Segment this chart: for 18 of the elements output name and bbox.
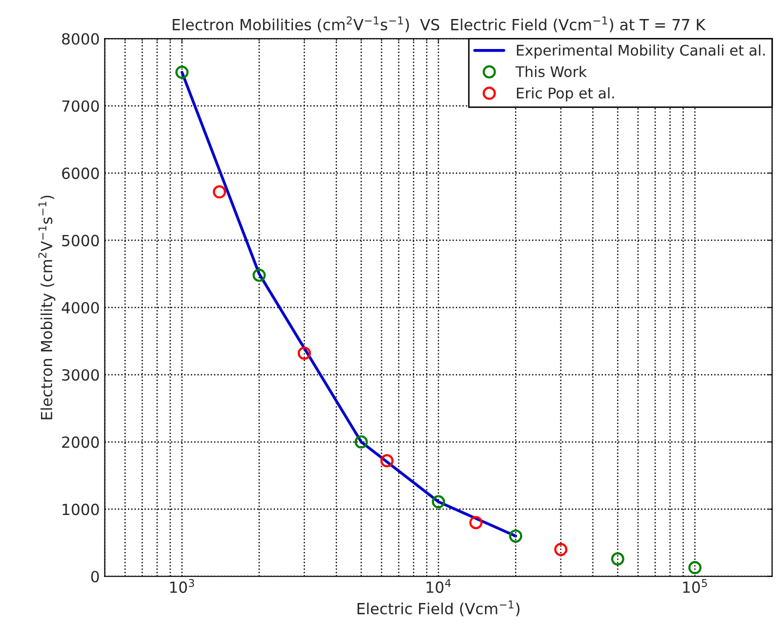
y-tick-label: 4000 <box>62 302 99 314</box>
y-tick-label: 0 <box>91 570 99 582</box>
y-tick-label: 6000 <box>62 168 99 180</box>
y-tick-label: 1000 <box>62 504 99 516</box>
y-tick-label: 7000 <box>62 100 99 112</box>
y-tick-label: 3000 <box>62 369 99 381</box>
y-axis-title: Electron Mobility (cm$^{2}$V$^{−1}$s$^{−1}$) <box>38 196 56 420</box>
legend-label: This Work <box>515 66 587 78</box>
y-tick-label: 5000 <box>62 234 99 246</box>
legend-label: Eric Pop et al. <box>516 87 614 102</box>
chart-title: Electron Mobilities (cm$^{2}$V$^{−1}$s$^{−1}$) VS Electric Field (Vcm$^{−1}$) at T = 77 K <box>172 16 706 32</box>
x-tick-label: 10$^{3}$ <box>170 578 194 593</box>
legend-label: Experimental Mobility Canali et al. <box>516 44 765 59</box>
x-tick-label: 10$^{5}$ <box>683 579 707 593</box>
x-tick-label: 10$^{4}$ <box>426 579 451 593</box>
x-axis-title: Electric Field (Vcm$^{−1}$) <box>358 600 520 616</box>
y-tick-label: 8000 <box>62 33 99 45</box>
y-tick-label: 2000 <box>62 436 99 448</box>
